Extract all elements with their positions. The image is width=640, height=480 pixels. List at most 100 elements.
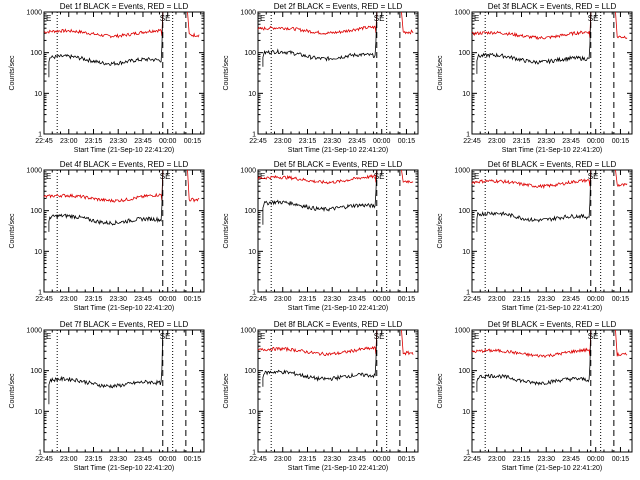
y-tick-label: 10 [248,249,256,256]
y-tick-label: 1 [38,132,42,139]
marker-label: SE [588,332,599,341]
lld-series [257,329,378,357]
x-axis-label: Start Time (21-Sep-10 22:41:20) [288,465,388,472]
x-tick-label: 23:45 [134,296,152,303]
y-axis-label: Counts/sec [437,373,444,409]
x-tick-label: 23:15 [513,296,531,303]
x-tick-label: 23:00 [488,296,506,303]
chart-panel-3f: Det 3f BLACK = Events, RED = LLD 1 10 100 10… [437,2,633,154]
x-tick-label: 00:15 [612,138,630,145]
marker-label: SE [160,14,171,23]
y-tick-label: 1 [252,132,256,139]
x-tick-label: 23:45 [134,138,152,145]
lld-series [43,11,164,39]
y-axis-label: Counts/sec [437,55,444,91]
lld-series-tail [615,329,628,357]
marker-label: SE [160,172,171,181]
x-axis-label: Start Time (21-Sep-10 22:41:20) [74,305,174,312]
events-series [262,329,378,387]
plot-frame [43,169,205,293]
marker-label: SE [374,172,385,181]
plot-frame [471,169,633,293]
x-axis-label: Start Time (21-Sep-10 22:41:20) [502,305,602,312]
x-tick-label: 23:15 [299,138,317,145]
y-tick-label: 1000 [26,168,42,175]
lld-series-tail [187,169,200,203]
x-tick-label: 23:45 [348,296,366,303]
x-tick-label: 00:15 [398,456,416,463]
plot-frame [471,329,633,453]
x-tick-label: 23:30 [537,296,555,303]
x-tick-label: 23:15 [85,138,103,145]
x-tick-label: 22:45 [249,456,267,463]
chart-panel-8f: Det 8f BLACK = Events, RED = LLD 1 10 100 10… [223,320,419,472]
x-tick-label: 23:30 [109,296,127,303]
marker-label: E [474,14,479,23]
plot-frame [43,11,205,135]
x-tick-label: 00:15 [612,296,630,303]
x-tick-label: 00:00 [159,296,177,303]
x-tick-label: 22:45 [249,296,267,303]
y-axis-label: Counts/sec [223,55,230,91]
y-tick-label: 1 [466,290,470,297]
chart-panel-4f: Det 4f BLACK = Events, RED = LLD 1 10 100 10… [9,160,205,312]
x-tick-label: 22:45 [249,138,267,145]
y-tick-label: 10 [248,91,256,98]
plot-frame [471,11,633,135]
x-tick-label: 00:15 [612,456,630,463]
x-tick-label: 23:00 [488,138,506,145]
lld-series-tail [401,169,414,184]
lld-series [471,169,592,190]
y-tick-label: 100 [458,208,470,215]
x-tick-label: 23:30 [323,456,341,463]
x-axis-label: Start Time (21-Sep-10 22:41:20) [74,147,174,154]
y-tick-label: 1 [252,290,256,297]
panel-title: Det 7f BLACK = Events, RED = LLD [60,320,189,329]
x-tick-label: 23:00 [274,456,292,463]
y-tick-label: 10 [34,249,42,256]
y-tick-label: 10 [248,409,256,416]
panel-title: Det 6f BLACK = Events, RED = LLD [488,160,617,169]
x-tick-label: 23:30 [537,138,555,145]
plot-frame [257,329,419,453]
y-tick-label: 1 [38,290,42,297]
x-axis-label: Start Time (21-Sep-10 22:41:20) [288,147,388,154]
x-tick-label: 00:00 [159,138,177,145]
x-tick-label: 23:45 [562,456,580,463]
y-axis-label: Counts/sec [9,213,16,249]
x-axis-label: Start Time (21-Sep-10 22:41:20) [502,147,602,154]
y-tick-label: 10 [34,91,42,98]
x-tick-label: 00:00 [587,138,605,145]
y-axis-label: Counts/sec [437,213,444,249]
x-tick-label: 22:45 [463,456,481,463]
events-series [48,11,164,78]
y-tick-label: 100 [30,208,42,215]
y-tick-label: 100 [458,368,470,375]
marker-label: E [260,332,265,341]
lld-series-tail [401,11,414,35]
y-tick-label: 1 [252,450,256,457]
y-tick-label: 1 [38,450,42,457]
y-tick-label: 1000 [240,168,256,175]
chart-panel-7f: Det 7f BLACK = Events, RED = LLD 1 10 100 10… [9,320,205,472]
panel-title: Det 4f BLACK = Events, RED = LLD [60,160,189,169]
chart-panel-1f: Det 1f BLACK = Events, RED = LLD 1 10 100 10… [9,2,205,154]
plot-frame [257,11,419,135]
x-tick-label: 00:15 [184,296,202,303]
x-tick-label: 23:30 [109,456,127,463]
marker-label: SE [160,332,171,341]
x-tick-label: 23:00 [274,138,292,145]
y-tick-label: 1000 [240,10,256,17]
lld-series [471,329,592,358]
marker-label: E [46,14,51,23]
events-series [476,329,592,392]
y-axis-label: Counts/sec [223,213,230,249]
y-tick-label: 1000 [240,328,256,335]
y-tick-label: 100 [30,368,42,375]
lld-series [471,11,592,41]
panel-title: Det 3f BLACK = Events, RED = LLD [488,2,617,11]
x-axis-label: Start Time (21-Sep-10 22:41:20) [502,465,602,472]
x-tick-label: 00:00 [373,138,391,145]
plot-frame [43,329,205,453]
x-axis-label: Start Time (21-Sep-10 22:41:20) [74,465,174,472]
